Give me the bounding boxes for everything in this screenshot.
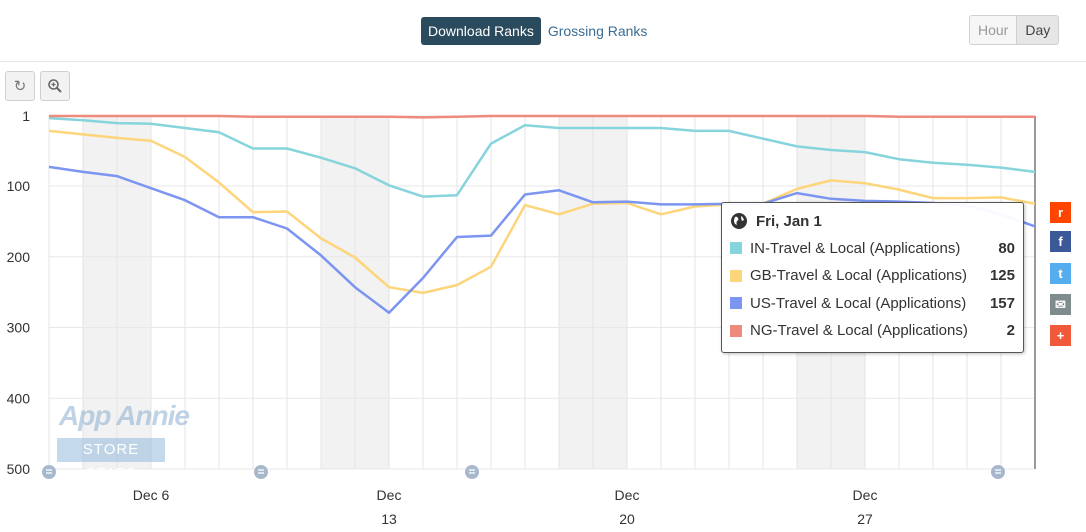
x-tick-label: Dec	[377, 487, 402, 503]
series-line-us	[48, 165, 1036, 314]
y-tick-label: 100	[7, 178, 31, 194]
marker-bubble	[991, 465, 1005, 479]
undo-icon: ↻	[13, 78, 27, 95]
legend-swatch	[730, 297, 742, 309]
y-tick-label: 500	[7, 461, 31, 477]
tooltip-series-name: US-Travel & Local (Applications)	[750, 294, 967, 312]
legend-swatch	[730, 242, 742, 254]
tooltip-date: Fri, Jan 1	[756, 212, 822, 230]
day-button[interactable]: Day	[1016, 16, 1059, 44]
tab-download-ranks[interactable]: Download Ranks	[421, 17, 541, 45]
legend-swatch	[730, 269, 742, 282]
tooltip-series-name: GB-Travel & Local (Applications)	[750, 267, 968, 284]
share-plus-icon[interactable]: +	[1050, 325, 1071, 346]
y-tick-label: 200	[7, 249, 31, 265]
tooltip-row: GB-Travel & Local (Applications) 125	[730, 266, 1018, 286]
granularity-toggle: Hour Day	[969, 15, 1060, 45]
tooltip-series-name: IN-Travel & Local (Applications)	[750, 239, 961, 257]
tooltip-row: US-Travel & Local (Applications) 157	[730, 293, 1018, 313]
y-tick-label: 300	[7, 320, 31, 336]
tooltip-series-value: 157	[989, 294, 1015, 312]
facebook-icon[interactable]: f	[1050, 231, 1071, 252]
tooltip-series-value: 2	[1006, 322, 1015, 339]
zoom-in-icon	[48, 79, 62, 93]
watermark-logo: App Annie	[59, 400, 190, 431]
tooltip-series-name: NG-Travel & Local (Applications)	[750, 322, 968, 339]
hour-button[interactable]: Hour	[970, 16, 1017, 44]
twitter-icon[interactable]: t	[1050, 263, 1071, 284]
legend-swatch	[730, 324, 742, 337]
annotation-marker-icon	[42, 465, 56, 479]
reddit-icon[interactable]: r	[1050, 202, 1071, 223]
globe-icon	[731, 213, 747, 229]
tooltip-row: NG-Travel & Local (Applications) 2	[730, 321, 1018, 341]
zoom-button[interactable]	[40, 71, 70, 101]
annotation-marker-icon	[991, 465, 1005, 479]
chart-tooltip: Fri, Jan 1 IN-Travel & Local (Applicatio…	[721, 202, 1024, 353]
tooltip-series-value: 80	[998, 239, 1015, 257]
series-line-ng	[49, 114, 1035, 119]
annotation-marker-icon	[465, 465, 479, 479]
y-tick-label: 400	[7, 390, 31, 406]
annotation-marker-icon	[254, 465, 268, 479]
email-icon[interactable]: ✉	[1050, 294, 1071, 315]
series-line-gb	[48, 129, 1036, 295]
tooltip-row: IN-Travel & Local (Applications) 80	[730, 238, 1018, 258]
x-tick-label: Dec	[853, 487, 878, 503]
x-tick-label: Dec	[615, 487, 640, 503]
series-line-in	[48, 116, 1036, 198]
x-tick-label-line2: 20	[619, 511, 635, 527]
watermark-badge: STORE STATS	[57, 438, 165, 482]
x-tick-label-line2: 13	[381, 511, 397, 527]
rank-type-tabs: Download Ranks Grossing Ranks	[421, 17, 654, 45]
tooltip-series-value: 125	[989, 267, 1015, 284]
tab-grossing-ranks[interactable]: Grossing Ranks	[547, 23, 648, 39]
divider	[0, 61, 1086, 62]
marker-bubble	[465, 465, 479, 479]
reset-zoom-button[interactable]: ↻	[5, 71, 35, 101]
x-tick-label-line2: 27	[857, 511, 873, 527]
y-tick-label: 1	[22, 108, 30, 124]
marker-bubble	[254, 465, 268, 479]
marker-bubble	[42, 465, 56, 479]
x-tick-label: Dec 6	[133, 487, 170, 503]
